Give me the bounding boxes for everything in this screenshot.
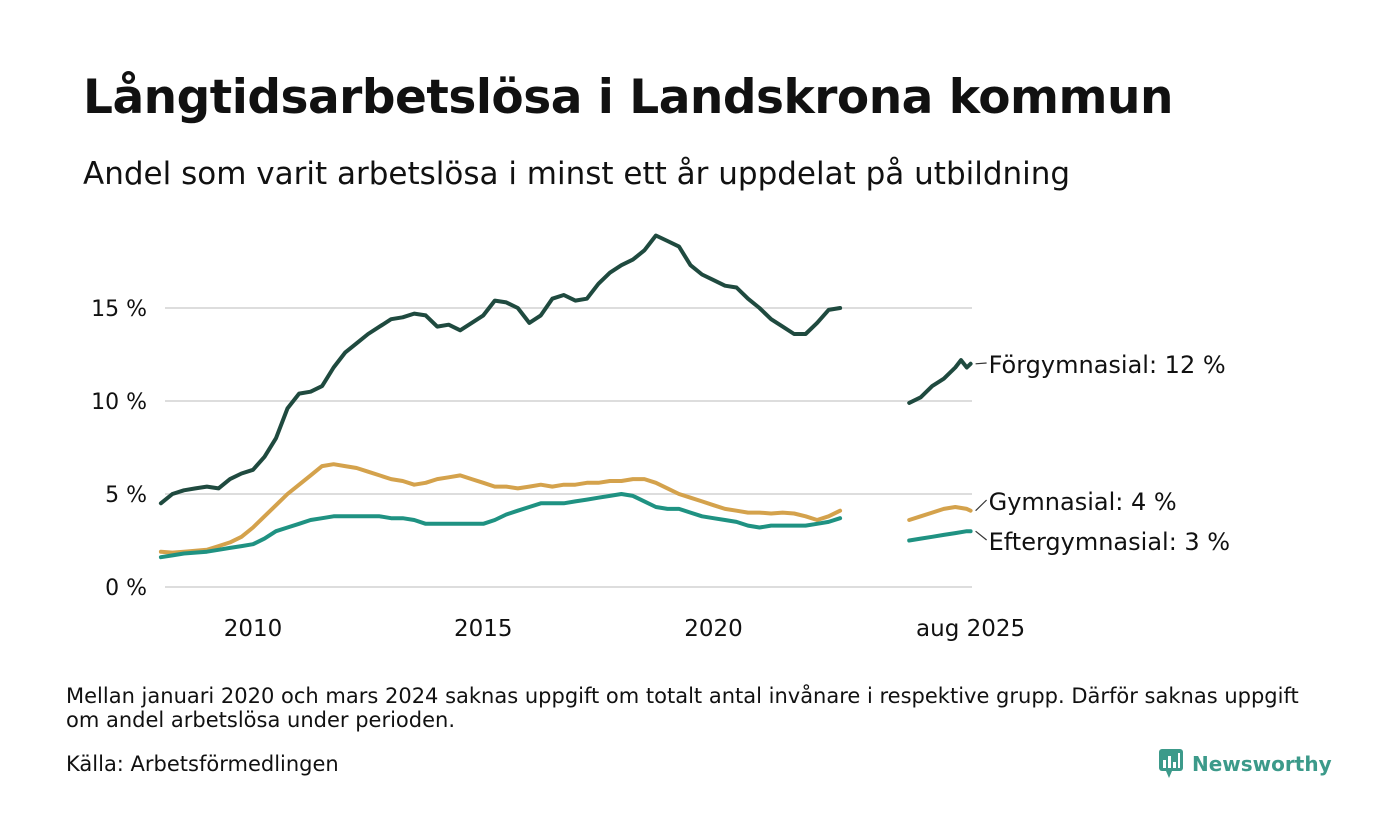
end-label-connector [975,499,988,512]
series-line-förgymnasial [907,358,973,405]
end-label-eftergymnasial: Eftergymnasial: 3 % [989,528,1231,556]
x-tick-label: 2010 [224,616,283,642]
newsworthy-bar-chart-icon [1159,749,1183,778]
end-labels: Förgymnasial: 12 % Gymnasial: 4 % Eftergym… [975,351,1231,556]
series-line-förgymnasial [158,233,843,506]
grid-lines [165,307,972,588]
source-note: Källa: Arbetsförmedlingen [66,752,339,776]
newsworthy-logo: Newsworthy [1158,747,1332,781]
y-tick-label: 10 % [91,390,147,415]
end-label-connector [975,530,987,541]
end-label-connector [975,362,987,365]
x-tick-label: 2020 [684,616,743,642]
y-tick-label: 15 % [91,297,147,322]
brand-name: Newsworthy [1192,752,1332,776]
chart-title: Långtidsarbetslösa i Landskrona kommun [83,70,1173,125]
end-label-gymnasial: Gymnasial: 4 % [989,488,1177,516]
chart-subtitle: Andel som varit arbetslösa i minst ett å… [83,156,1071,192]
x-tick-label: aug 2025 [916,616,1025,642]
footnote: Mellan januari 2020 och mars 2024 saknas… [66,684,1299,732]
x-tick-label: 2015 [454,616,513,642]
x-axis-labels: 2010 2015 2020 aug 2025 [224,616,1025,642]
series-line-gymnasial [158,462,843,555]
y-axis-labels: 0 % 5 % 10 % 15 % [91,297,147,601]
series-lines [158,233,973,560]
y-tick-label: 0 % [105,576,147,601]
y-tick-label: 5 % [105,483,147,508]
series-line-gymnasial [907,505,973,522]
end-label-förgymnasial: Förgymnasial: 12 % [989,351,1226,379]
series-line-eftergymnasial [158,492,843,560]
series-line-eftergymnasial [907,529,973,543]
